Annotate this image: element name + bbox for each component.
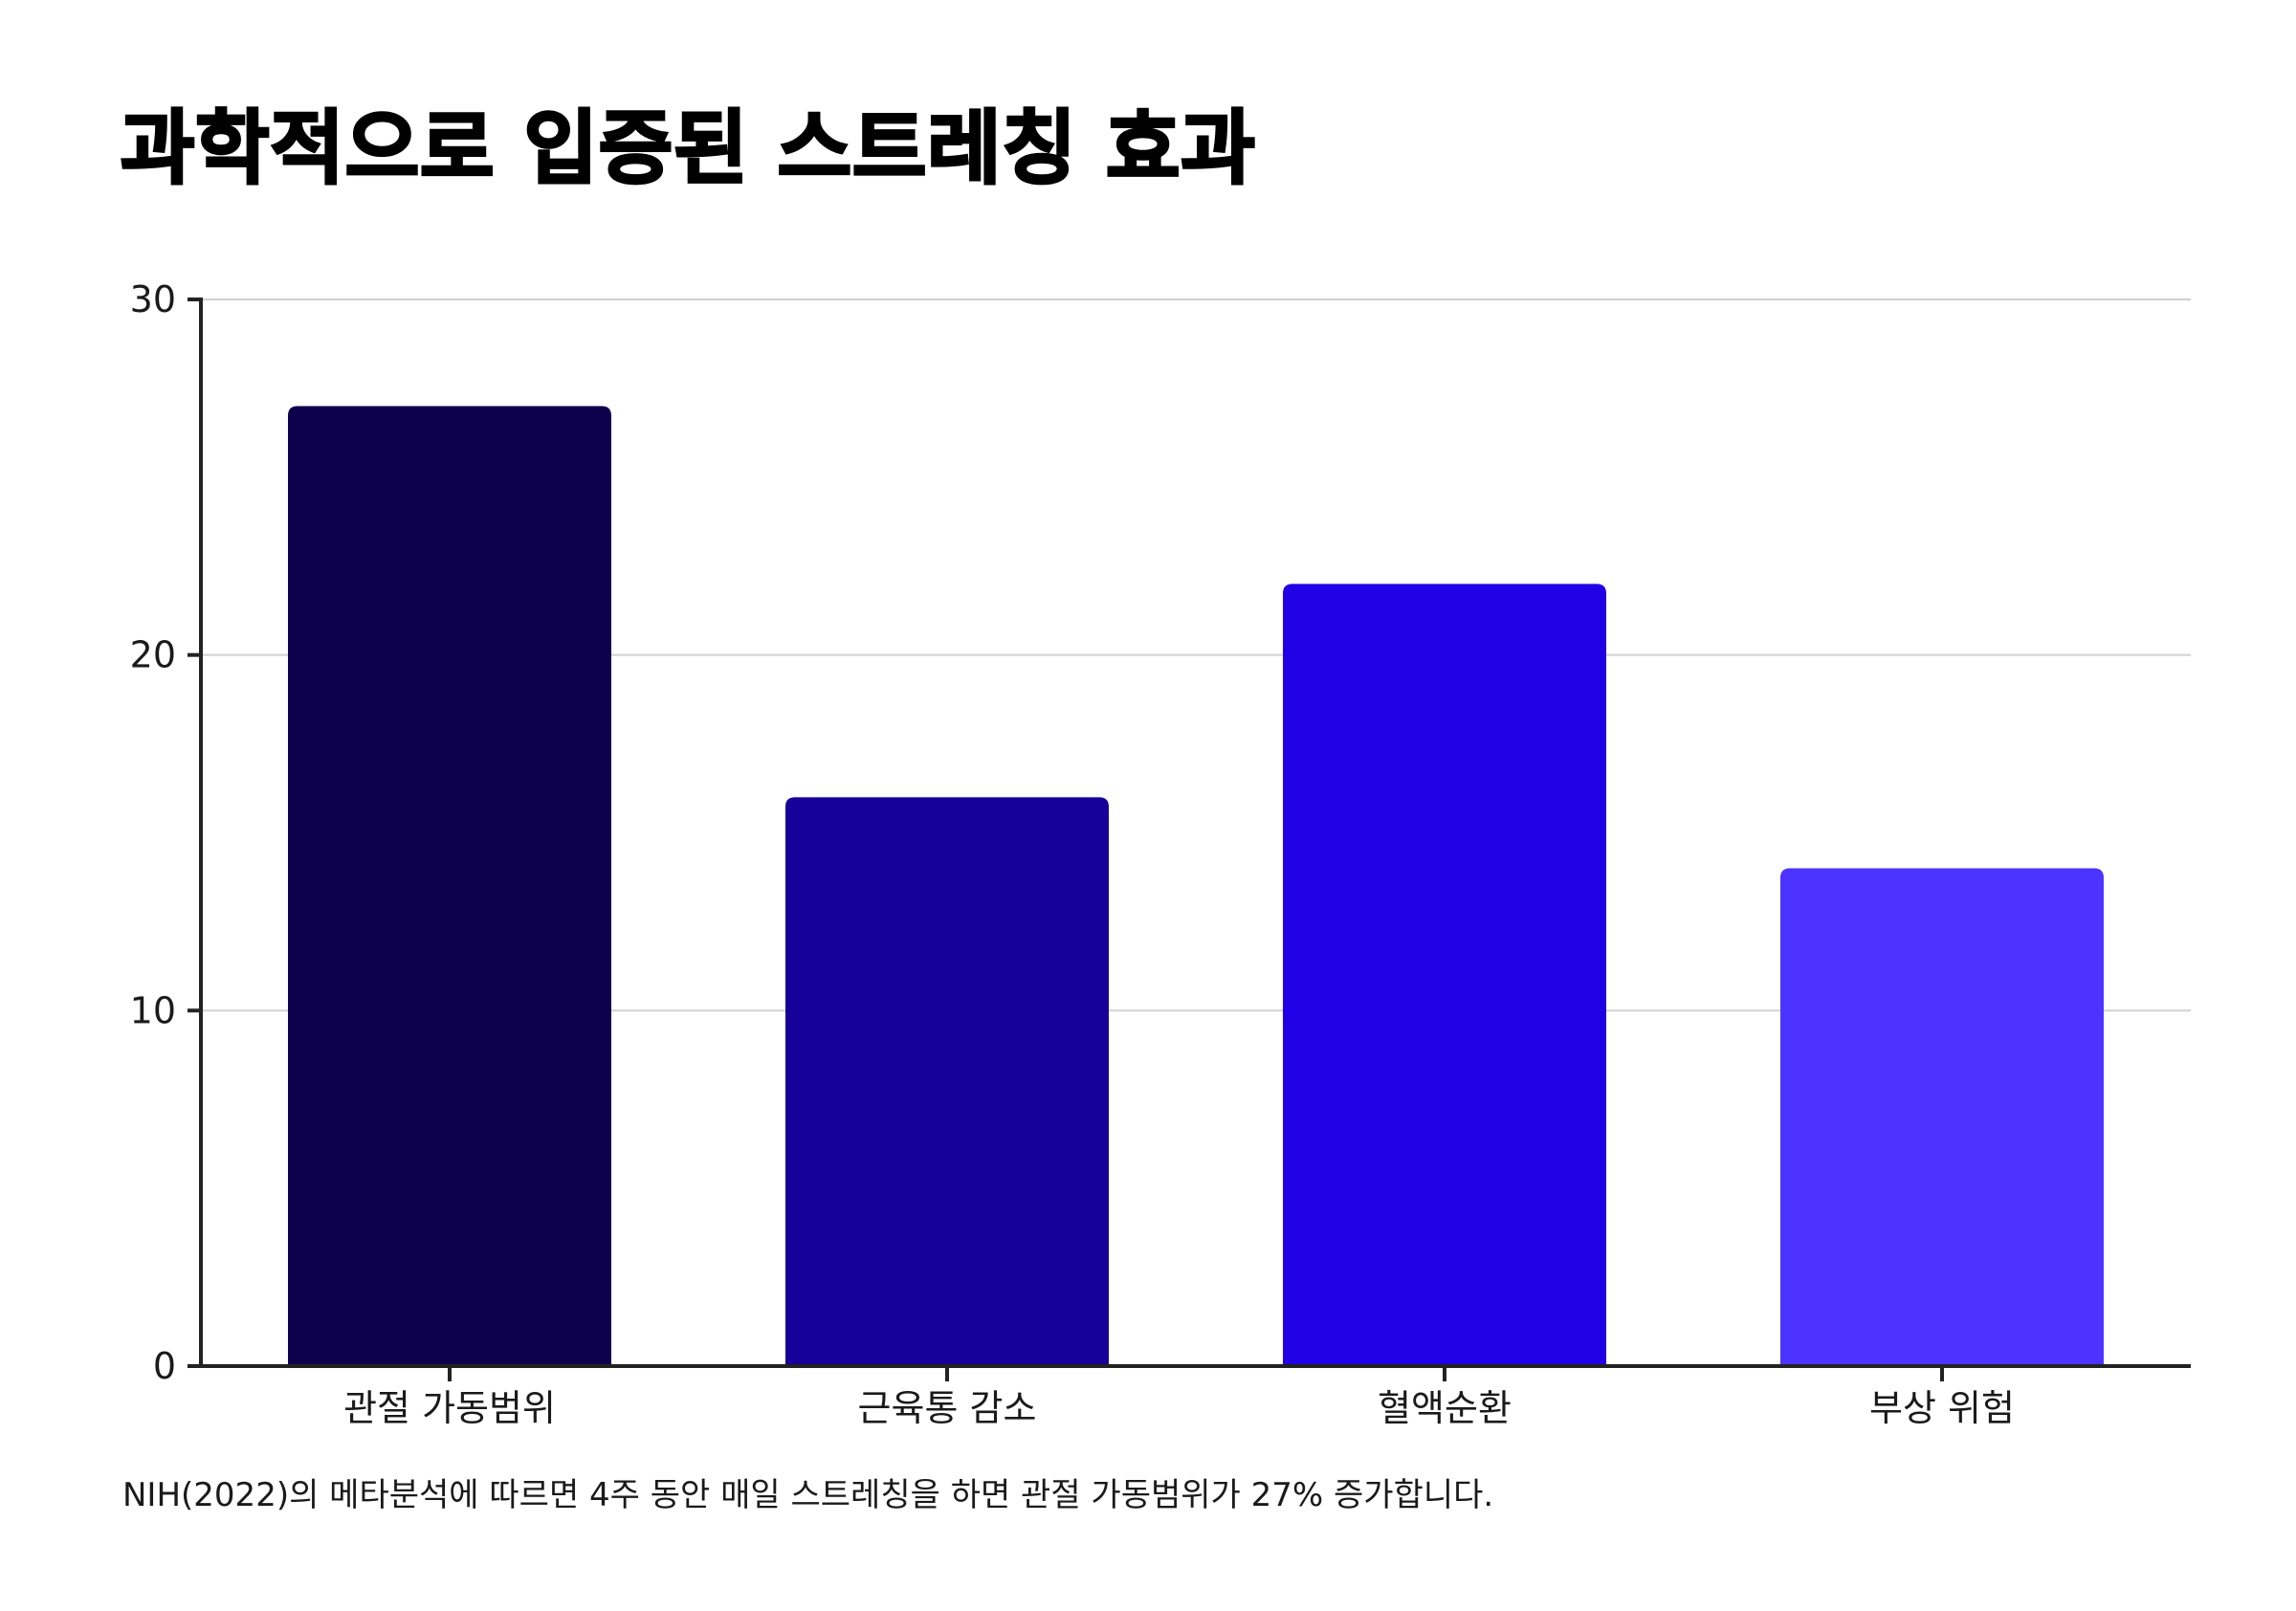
bars [288,406,2104,1366]
x-tick-label: 혈액순환 [1378,1387,1512,1429]
y-tick-label: 30 [130,278,176,320]
bar-1 [785,797,1109,1366]
bar-3 [1780,868,2104,1366]
bar-2 [1283,584,1606,1366]
chart-title: 과학적으로 입증된 스트레칭 효과 [120,100,1257,197]
y-tick-label: 20 [130,634,176,676]
x-tick-label: 근육통 감소 [858,1387,1037,1429]
bar-0 [288,406,611,1366]
chart-caption: NIH(2022)의 메타분석에 따르면 4주 동안 매일 스트레칭을 하면 관… [122,1476,1494,1514]
y-tick-label: 0 [153,1345,176,1387]
axes [188,298,2191,1381]
y-tick-label: 10 [130,989,176,1031]
x-tick-label: 관절 가동범위 [343,1387,556,1429]
x-tick-labels: 관절 가동범위 근육통 감소 혈액순환 부상 위험 [343,1387,2015,1429]
y-tick-labels: 0 10 20 30 [130,278,176,1387]
x-tick-label: 부상 위험 [1869,1387,2015,1429]
